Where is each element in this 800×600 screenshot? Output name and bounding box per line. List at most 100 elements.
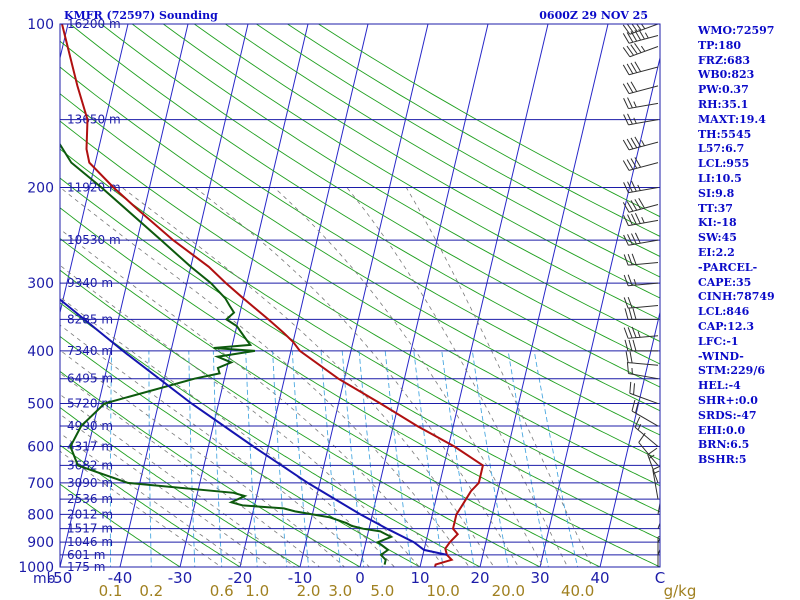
dry-adiabat xyxy=(60,177,660,540)
wind-barb-flag xyxy=(630,158,638,169)
temperature-tick-label: -20 xyxy=(228,569,253,587)
stat-item: KI:-18 xyxy=(698,216,737,230)
height-label: 3682 m xyxy=(67,458,113,472)
mixing-ratio-line xyxy=(533,350,579,567)
temperature-tick-label: 10 xyxy=(410,569,429,587)
dry-adiabat xyxy=(60,207,660,567)
moist-adiabat xyxy=(60,372,321,567)
moist-adiabat xyxy=(121,187,495,567)
moist-adiabat xyxy=(60,296,395,567)
wind-barb-staff xyxy=(657,500,660,515)
temperature-trace xyxy=(61,24,485,567)
temperature-tick-label: -50 xyxy=(48,569,73,587)
wind-barb-flag xyxy=(636,24,642,31)
height-label: 7340 m xyxy=(67,344,113,358)
wind-barb xyxy=(634,416,659,447)
wind-barb-flag xyxy=(647,447,658,456)
plot-frame xyxy=(59,23,661,568)
wind-barb xyxy=(625,351,659,366)
wind-barb-flag xyxy=(622,160,630,171)
mixing-ratio-tick-label: 1.0 xyxy=(245,582,269,600)
pressure-tick-label: 1000 xyxy=(18,560,54,576)
wind-barb-flag xyxy=(633,278,637,286)
wind-barb-flag xyxy=(641,140,645,146)
stat-item: -WIND- xyxy=(698,349,744,363)
wind-barb-flag xyxy=(634,199,642,210)
dry-adiabat xyxy=(60,269,541,567)
stat-item: STM:229/6 xyxy=(698,364,765,378)
wind-barb-flag xyxy=(631,326,637,338)
wind-barb-staff xyxy=(634,426,659,447)
isotherm xyxy=(119,24,249,567)
mixing-ratio-tick-label: 0.1 xyxy=(99,582,123,600)
wind-barb-flag xyxy=(668,500,674,501)
stat-item: BSHR:5 xyxy=(698,453,747,467)
height-label: 4990 m xyxy=(67,419,113,433)
wind-barb xyxy=(647,447,659,484)
wind-barb-staff xyxy=(628,85,659,95)
wind-barb-flag xyxy=(623,234,629,246)
height-label: 13650 m xyxy=(67,113,121,127)
mixing-ratio-line xyxy=(341,350,365,567)
wind-barb-flag xyxy=(623,114,629,126)
dry-adiabat xyxy=(224,24,660,278)
wind-barb xyxy=(622,29,659,44)
wind-barb xyxy=(623,180,659,194)
height-label: 10530 m xyxy=(67,233,121,247)
wind-barb-staff xyxy=(628,162,659,171)
moist-adiabat xyxy=(60,228,445,567)
moist-adiabat xyxy=(60,324,371,567)
mixing-ratio-tick-label: 0.2 xyxy=(139,582,163,600)
height-label: 9340 m xyxy=(67,276,113,290)
stability-indices-panel: WMO:72597 TP:180 FRZ:683 WB0:823 PW:0.37 RH:3… xyxy=(698,24,775,468)
wind-barb-flag xyxy=(637,331,641,338)
mixing-ratio-line xyxy=(413,350,444,567)
wind-barb-flag xyxy=(626,138,634,150)
dry-adiabat xyxy=(100,24,660,365)
mixing-ratio-lines xyxy=(109,350,579,567)
wind-barb xyxy=(624,308,658,320)
moist-adiabat xyxy=(273,187,544,567)
moist-adiabat xyxy=(60,450,222,567)
wind-barb-flag xyxy=(624,339,629,352)
wind-barb-flag xyxy=(633,101,637,108)
wind-barb-flag xyxy=(630,81,638,92)
wind-barb-flag xyxy=(631,233,637,245)
isotherm xyxy=(60,24,69,61)
wind-barb xyxy=(623,326,659,339)
temperature-tick-label: C xyxy=(655,569,665,587)
pressure-tick-label: 600 xyxy=(27,440,54,456)
dry-adiabat xyxy=(60,302,481,567)
wind-barb-flag xyxy=(633,383,636,395)
dry-adiabat xyxy=(162,24,660,320)
wind-barb-flag xyxy=(622,33,630,44)
wind-barb-staff xyxy=(628,219,659,227)
mixing-ratio-line xyxy=(291,350,309,567)
dry-adiabat xyxy=(60,93,660,461)
wind-barb xyxy=(624,339,658,352)
moist-adiabat-lines xyxy=(60,187,593,567)
wind-barb-flag xyxy=(634,401,639,414)
wind-barb-staff xyxy=(628,141,659,151)
wind-barb-staff xyxy=(628,362,659,366)
wind-barb-flag xyxy=(634,157,642,168)
stat-item: SW:45 xyxy=(698,231,737,245)
stat-item: HEL:-4 xyxy=(698,379,741,393)
wind-barb-flag xyxy=(630,62,638,73)
height-label: 3090 m xyxy=(67,476,113,490)
wind-barb-flag xyxy=(663,484,674,485)
wind-barb-flag xyxy=(634,416,641,428)
wind-barb-flag xyxy=(630,137,638,149)
dry-adiabat xyxy=(60,483,181,567)
wind-barb-staff xyxy=(628,35,659,44)
wind-barb-flag xyxy=(634,232,641,244)
wind-barb-staff xyxy=(628,66,659,76)
temperature-tick-label: -40 xyxy=(108,569,133,587)
dry-adiabat xyxy=(131,24,660,342)
wind-barb-flag xyxy=(623,274,629,286)
wind-barb xyxy=(631,399,659,427)
wind-barb-staff xyxy=(628,239,659,246)
isotherm xyxy=(419,24,549,567)
height-label: 4317 m xyxy=(67,440,113,454)
dewpoint-trace xyxy=(60,142,394,565)
